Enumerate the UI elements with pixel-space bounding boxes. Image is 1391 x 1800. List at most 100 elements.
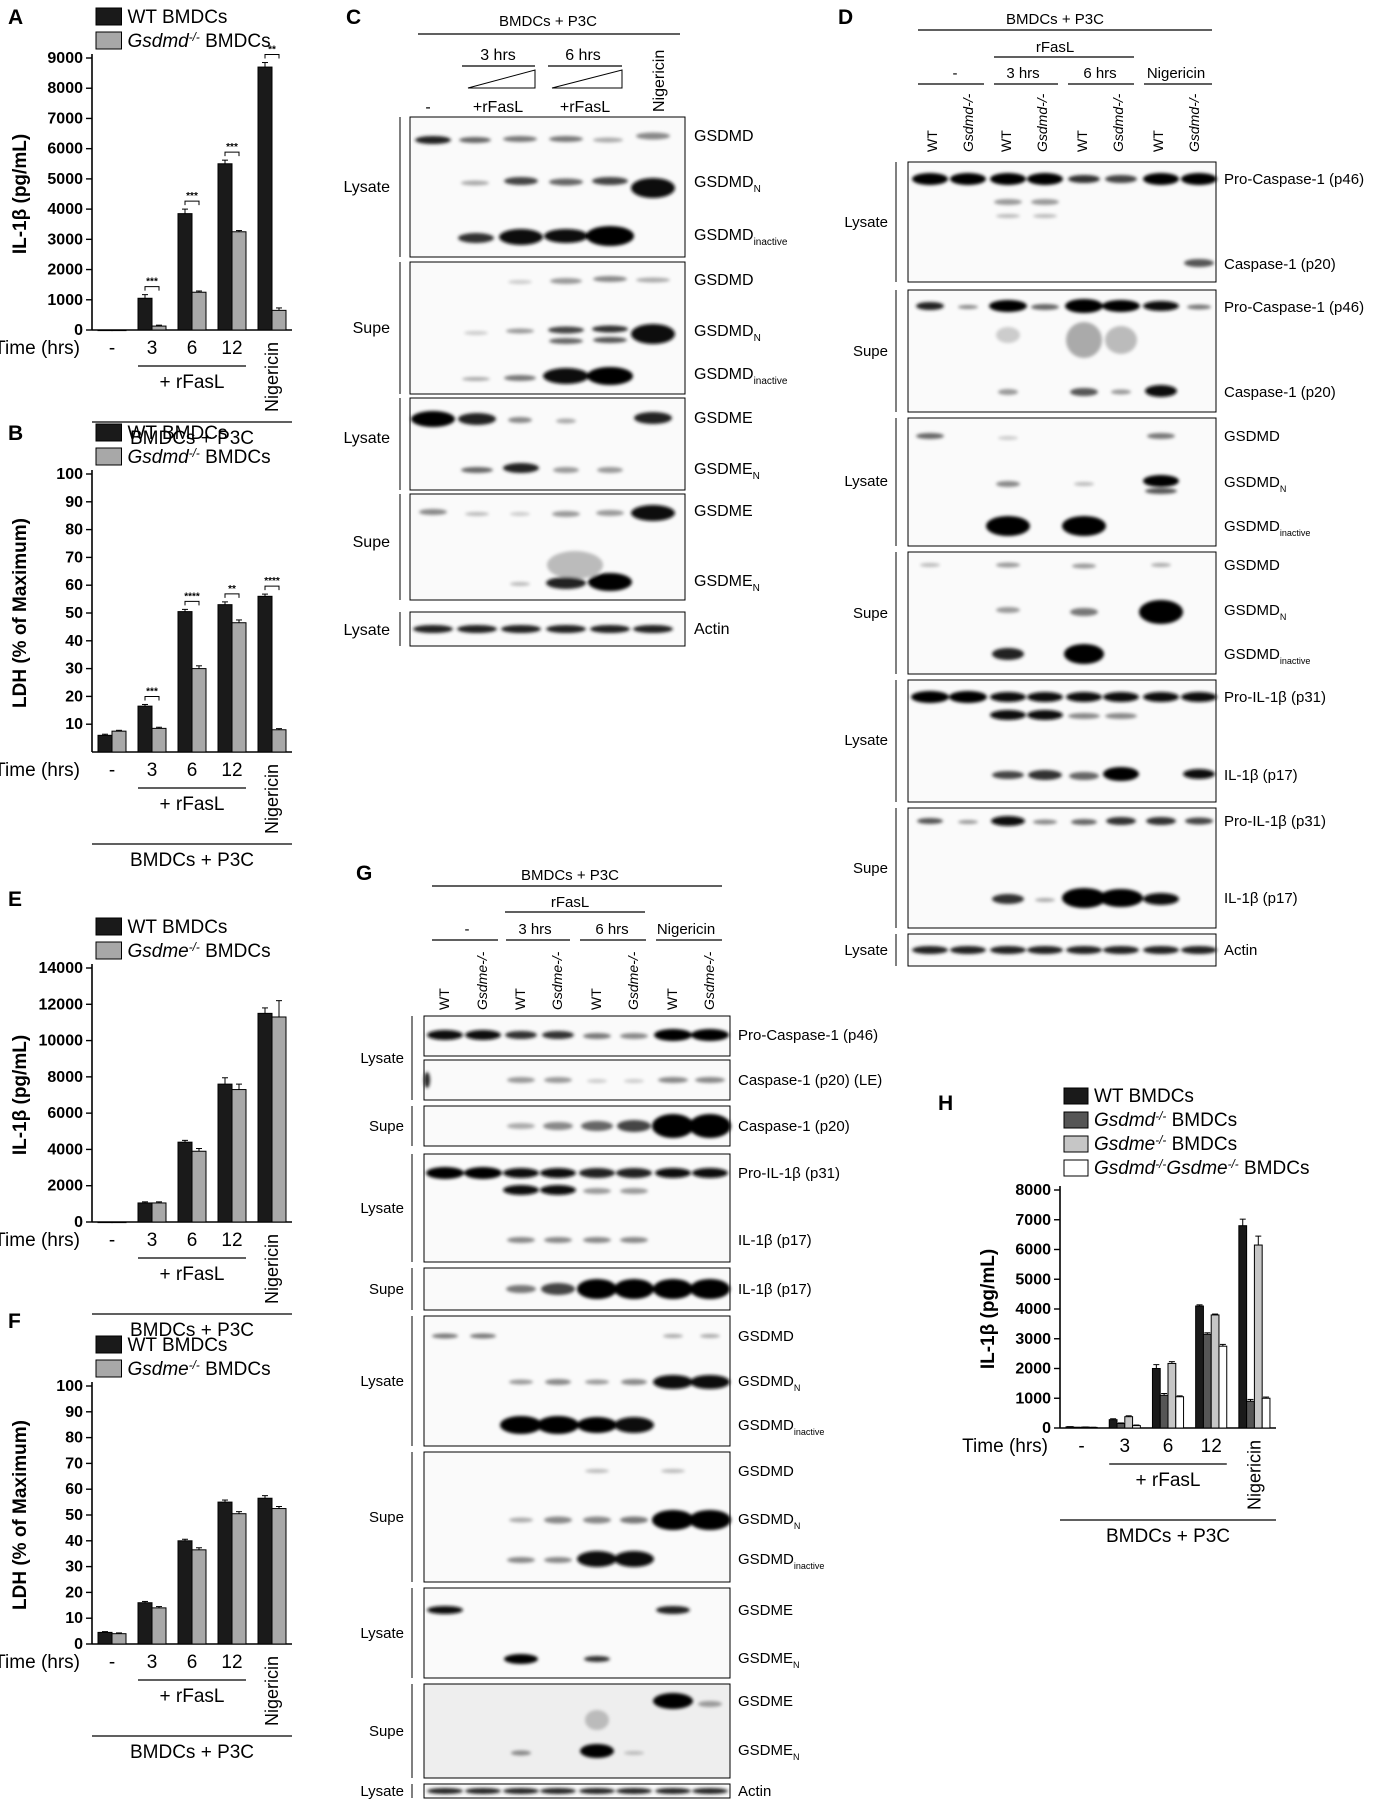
x-tick-label: - xyxy=(109,338,115,359)
x-tick-label: 6 xyxy=(187,338,198,359)
y-tick-label: 1000 xyxy=(1015,1390,1051,1407)
y-tick-label: 0 xyxy=(74,1214,83,1231)
blot-d-group: Nigericin xyxy=(1147,65,1205,82)
x-tick-label: 6 xyxy=(1163,1436,1174,1457)
legend-label: WT BMDCs xyxy=(1094,1086,1194,1107)
x-tick-label: - xyxy=(1078,1436,1084,1457)
blot-c-condition: BMDCs + P3C xyxy=(499,13,597,30)
blot-d-lane: WT xyxy=(1074,130,1090,152)
legend-swatch xyxy=(95,1335,122,1354)
legend-swatch xyxy=(1063,1135,1089,1153)
y-tick-label: 40 xyxy=(65,633,83,650)
y-tick-label: 10 xyxy=(65,716,83,733)
blot-c-time-6h: 6 hrs xyxy=(565,47,601,64)
y-axis-label: LDH (% of Maximum) xyxy=(10,518,31,708)
blot-d-sample-label: Lysate xyxy=(844,473,888,490)
blot-g-sample-label: Lysate xyxy=(360,1373,404,1390)
y-tick-label: 10000 xyxy=(39,1033,84,1050)
blot-g-band-label: IL-1β (p17) xyxy=(738,1281,812,1298)
blot-d-group: 3 hrs xyxy=(1006,65,1039,82)
significance-bracket xyxy=(144,286,160,291)
legend-label: WT BMDCs xyxy=(128,423,228,444)
x-tick-label: Nigericin xyxy=(262,342,282,412)
y-tick-label: 7000 xyxy=(47,110,83,127)
x-axis-label: Time (hrs) xyxy=(0,760,80,781)
blot-g-sample-label: Lysate xyxy=(360,1625,404,1642)
blot-c-band-label: GSDME xyxy=(694,503,753,520)
y-tick-label: 2000 xyxy=(47,1178,83,1195)
blot-g-lane: WT xyxy=(512,988,528,1010)
y-tick-label: 4000 xyxy=(47,201,83,218)
blot-c-band-label: GSDME xyxy=(694,410,753,427)
blot-g-lane: Gsdme-/- xyxy=(549,951,565,1010)
legend-swatch xyxy=(95,1359,122,1378)
y-tick-label: 5000 xyxy=(47,171,83,188)
x-axis-label: Time (hrs) xyxy=(0,338,80,359)
y-axis-label: IL-1β (pg/mL) xyxy=(10,1035,31,1155)
blot-d-band-label: GSDMDinactive xyxy=(1224,646,1310,666)
legend-label: Gsdmd-/-Gsdme-/- BMDCs xyxy=(1094,1158,1309,1180)
x-tick-label: Nigericin xyxy=(262,1234,282,1304)
legend-swatch xyxy=(1063,1111,1089,1129)
y-tick-label: 3000 xyxy=(47,231,83,248)
x-tick-label: 3 xyxy=(147,760,158,781)
y-tick-label: 10 xyxy=(65,1610,83,1627)
blot-g-lane: WT xyxy=(436,988,452,1010)
legend-label: WT BMDCs xyxy=(128,917,228,938)
significance-marker: ** xyxy=(268,45,276,56)
y-tick-label: 50 xyxy=(65,605,83,622)
y-tick-label: 70 xyxy=(65,549,83,566)
blot-d-band-label: Caspase-1 (p20) xyxy=(1224,256,1336,273)
significance-bracket xyxy=(184,600,200,606)
group-label: + rFasL xyxy=(160,372,225,393)
blot-g-treatment: rFasL xyxy=(551,894,589,911)
blot-c-band-label: Actin xyxy=(694,621,730,638)
group-label: + rFasL xyxy=(160,1686,225,1707)
blot-g-sample-label: Supe xyxy=(369,1509,404,1526)
blot-c-sample-label: Lysate xyxy=(343,179,390,196)
x-tick-label: Nigericin xyxy=(1244,1440,1264,1510)
blot-g-lane: Gsdme-/- xyxy=(474,951,490,1010)
legend-swatch xyxy=(95,941,122,960)
y-tick-label: 80 xyxy=(65,522,83,539)
blot-c-lane-rfasl-3h: +rFasL xyxy=(473,99,523,116)
legend-swatch xyxy=(1063,1159,1089,1177)
panel-letter-a: A xyxy=(8,6,24,29)
blot-c-sample-label: Lysate xyxy=(343,430,390,447)
blot-c-sample-label: Supe xyxy=(353,320,390,337)
blot-c-band-label: GSDMEN xyxy=(694,461,760,482)
blot-g-band-label: Pro-IL-1β (p31) xyxy=(738,1165,840,1182)
y-tick-label: 80 xyxy=(65,1430,83,1447)
y-axis-label: LDH (% of Maximum) xyxy=(10,1420,31,1610)
y-tick-label: 0 xyxy=(74,322,83,339)
condition-label: BMDCs + P3C xyxy=(130,1320,254,1341)
blot-g-band-label: GSDMEN xyxy=(738,1650,800,1670)
blot-c-band-label: GSDMDN xyxy=(694,174,761,195)
blot-c-band-label: GSDMDN xyxy=(694,323,761,344)
group-label: + rFasL xyxy=(1136,1470,1201,1491)
x-axis-label: Time (hrs) xyxy=(0,1652,80,1673)
y-tick-label: 20 xyxy=(65,688,83,705)
y-tick-label: 50 xyxy=(65,1507,83,1524)
blot-g-sample-label: Lysate xyxy=(360,1200,404,1217)
y-tick-label: 90 xyxy=(65,494,83,511)
significance-bracket xyxy=(144,695,160,701)
y-tick-label: 60 xyxy=(65,1481,83,1498)
significance-marker: **** xyxy=(184,591,200,602)
legend-swatch xyxy=(95,31,122,50)
y-tick-label: 9000 xyxy=(47,50,83,67)
x-tick-label: Nigericin xyxy=(262,764,282,834)
y-tick-label: 40 xyxy=(65,1533,83,1550)
y-tick-label: 100 xyxy=(56,1378,83,1395)
blot-d-band-label: Actin xyxy=(1224,942,1257,959)
blot-g-condition: BMDCs + P3C xyxy=(521,867,619,884)
blot-g-lane: Gsdme-/- xyxy=(701,951,717,1010)
blot-d-lane: Gsdmd-/- xyxy=(1034,93,1050,152)
x-tick-label: 12 xyxy=(221,338,242,359)
blot-d-band-label: IL-1β (p17) xyxy=(1224,890,1298,907)
blot-c-band-label: GSDMDinactive xyxy=(694,366,788,387)
x-axis-label: Time (hrs) xyxy=(0,1230,80,1251)
blot-d-band-label: GSDMD xyxy=(1224,557,1280,574)
